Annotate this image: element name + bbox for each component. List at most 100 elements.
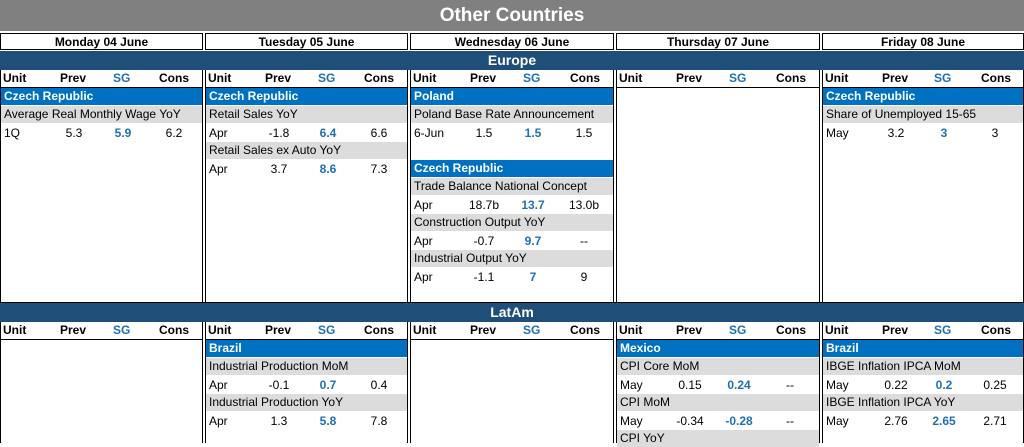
value-prev: 1.3: [270, 414, 288, 428]
value-prev: 2.76: [884, 414, 908, 428]
value-sg: 5.9: [114, 126, 132, 140]
country-label: Brazil: [823, 340, 1023, 357]
day-column: Unit Prev SG Cons Czech Republic Share of Une…: [822, 70, 1024, 302]
value-unit: May: [826, 126, 849, 140]
value-unit: Apr: [414, 270, 433, 284]
header-cons: Cons: [159, 71, 189, 85]
value-sg: 1.5: [524, 126, 542, 140]
day-column: Unit Prev SG Cons Poland Poland Base Rate Ann…: [410, 70, 614, 302]
value-unit: Apr: [209, 414, 228, 428]
value-cons: 6.6: [370, 126, 388, 140]
header-sg: SG: [523, 323, 541, 337]
value-unit: Apr: [209, 378, 228, 392]
header-prev: Prev: [265, 71, 292, 85]
header-cons: Cons: [570, 323, 600, 337]
value-cons: 9: [580, 270, 588, 284]
value-unit: Apr: [209, 162, 228, 176]
value-sg: 6.4: [319, 126, 337, 140]
header-cons: Cons: [364, 71, 394, 85]
day-header: Friday 08 June: [822, 33, 1024, 50]
value-cons: --: [580, 234, 588, 248]
column-header-row: Unit Prev SG Cons: [617, 322, 819, 340]
value-unit: May: [826, 378, 849, 392]
header-prev: Prev: [60, 323, 87, 337]
header-cons: Cons: [981, 323, 1011, 337]
value-cons: 2.71: [983, 414, 1007, 428]
indicator-values: Apr -0.1 0.7 0.4: [206, 376, 407, 394]
header-sg: SG: [729, 71, 747, 85]
indicator-name: Average Real Monthly Wage YoY: [1, 106, 202, 123]
indicator-values: Apr -1.1 7 9: [411, 268, 613, 286]
header-cons: Cons: [159, 323, 189, 337]
value-cons: 0.4: [370, 378, 388, 392]
value-cons: --: [786, 378, 794, 392]
value-sg: -0.28: [725, 414, 753, 428]
header-prev: Prev: [60, 71, 87, 85]
header-cons: Cons: [981, 71, 1011, 85]
header-prev: Prev: [882, 71, 909, 85]
indicator-values: Apr 1.3 5.8 7.8: [206, 412, 407, 430]
value-prev: -0.34: [676, 414, 704, 428]
indicator-values: Apr -1.8 6.4 6.6: [206, 124, 407, 142]
header-sg: SG: [934, 71, 952, 85]
value-prev: -0.7: [473, 234, 495, 248]
header-prev: Prev: [676, 71, 703, 85]
header-unit: Unit: [208, 323, 232, 337]
value-sg: 3: [940, 126, 948, 140]
column-header-row: Unit Prev SG Cons: [411, 322, 613, 340]
value-sg: 0.24: [727, 378, 751, 392]
value-prev: 5.3: [65, 126, 83, 140]
header-sg: SG: [318, 323, 336, 337]
value-cons: 7.8: [370, 414, 388, 428]
value-cons: 3: [991, 126, 999, 140]
indicator-name: CPI Core MoM: [617, 358, 819, 375]
indicator-name: CPI YoY: [617, 430, 819, 447]
header-unit: Unit: [413, 323, 437, 337]
header-unit: Unit: [208, 71, 232, 85]
value-sg: 9.7: [524, 234, 542, 248]
header-sg: SG: [729, 323, 747, 337]
value-unit: Apr: [209, 126, 228, 140]
value-cons: 6.2: [165, 126, 183, 140]
indicator-values: May 3.2 3 3: [823, 124, 1023, 142]
indicator-name: Industrial Output YoY: [411, 250, 613, 267]
header-sg: SG: [113, 323, 131, 337]
header-unit: Unit: [3, 323, 27, 337]
header-prev: Prev: [470, 71, 497, 85]
header-prev: Prev: [470, 323, 497, 337]
indicator-name: IBGE Inflation IPCA YoY: [823, 394, 1023, 411]
header-unit: Unit: [413, 71, 437, 85]
indicator-values: 6-Jun 1.5 1.5 1.5: [411, 124, 613, 142]
country-label: Czech Republic: [1, 88, 202, 105]
day-header: Thursday 07 June: [616, 33, 820, 50]
indicator-name: Share of Unemployed 15-65: [823, 106, 1023, 123]
column-header-row: Unit Prev SG Cons: [823, 322, 1023, 340]
value-unit: 6-Jun: [414, 126, 445, 140]
country-label: Czech Republic: [206, 88, 407, 105]
value-prev: 0.22: [884, 378, 908, 392]
indicator-values: 1Q 5.3 5.9 6.2: [1, 124, 202, 142]
indicator-name: Construction Output YoY: [411, 214, 613, 231]
column-header-row: Unit Prev SG Cons: [206, 70, 407, 88]
header-cons: Cons: [364, 323, 394, 337]
value-prev: -0.1: [268, 378, 290, 392]
indicator-name: Trade Balance National Concept: [411, 178, 613, 195]
header-cons: Cons: [776, 323, 806, 337]
value-cons: 7.3: [370, 162, 388, 176]
header-sg: SG: [934, 323, 952, 337]
indicator-values: May 2.76 2.65 2.71: [823, 412, 1023, 430]
day-header: Wednesday 06 June: [410, 33, 614, 50]
value-unit: 1Q: [4, 126, 21, 140]
value-unit: May: [620, 378, 643, 392]
value-prev: 1.5: [475, 126, 493, 140]
header-sg: SG: [523, 71, 541, 85]
indicator-name: IBGE Inflation IPCA MoM: [823, 358, 1023, 375]
day-column: Unit Prev SG Cons: [616, 70, 820, 302]
indicator-values: May 0.15 0.24 --: [617, 376, 819, 394]
header-cons: Cons: [570, 71, 600, 85]
country-label: Mexico: [617, 340, 819, 357]
header-unit: Unit: [619, 71, 643, 85]
value-sg: 0.2: [935, 378, 953, 392]
day-column: Unit Prev SG Cons Brazil IBGE Inflation IPCA …: [822, 322, 1024, 443]
indicator-name: Industrial Production YoY: [206, 394, 407, 411]
